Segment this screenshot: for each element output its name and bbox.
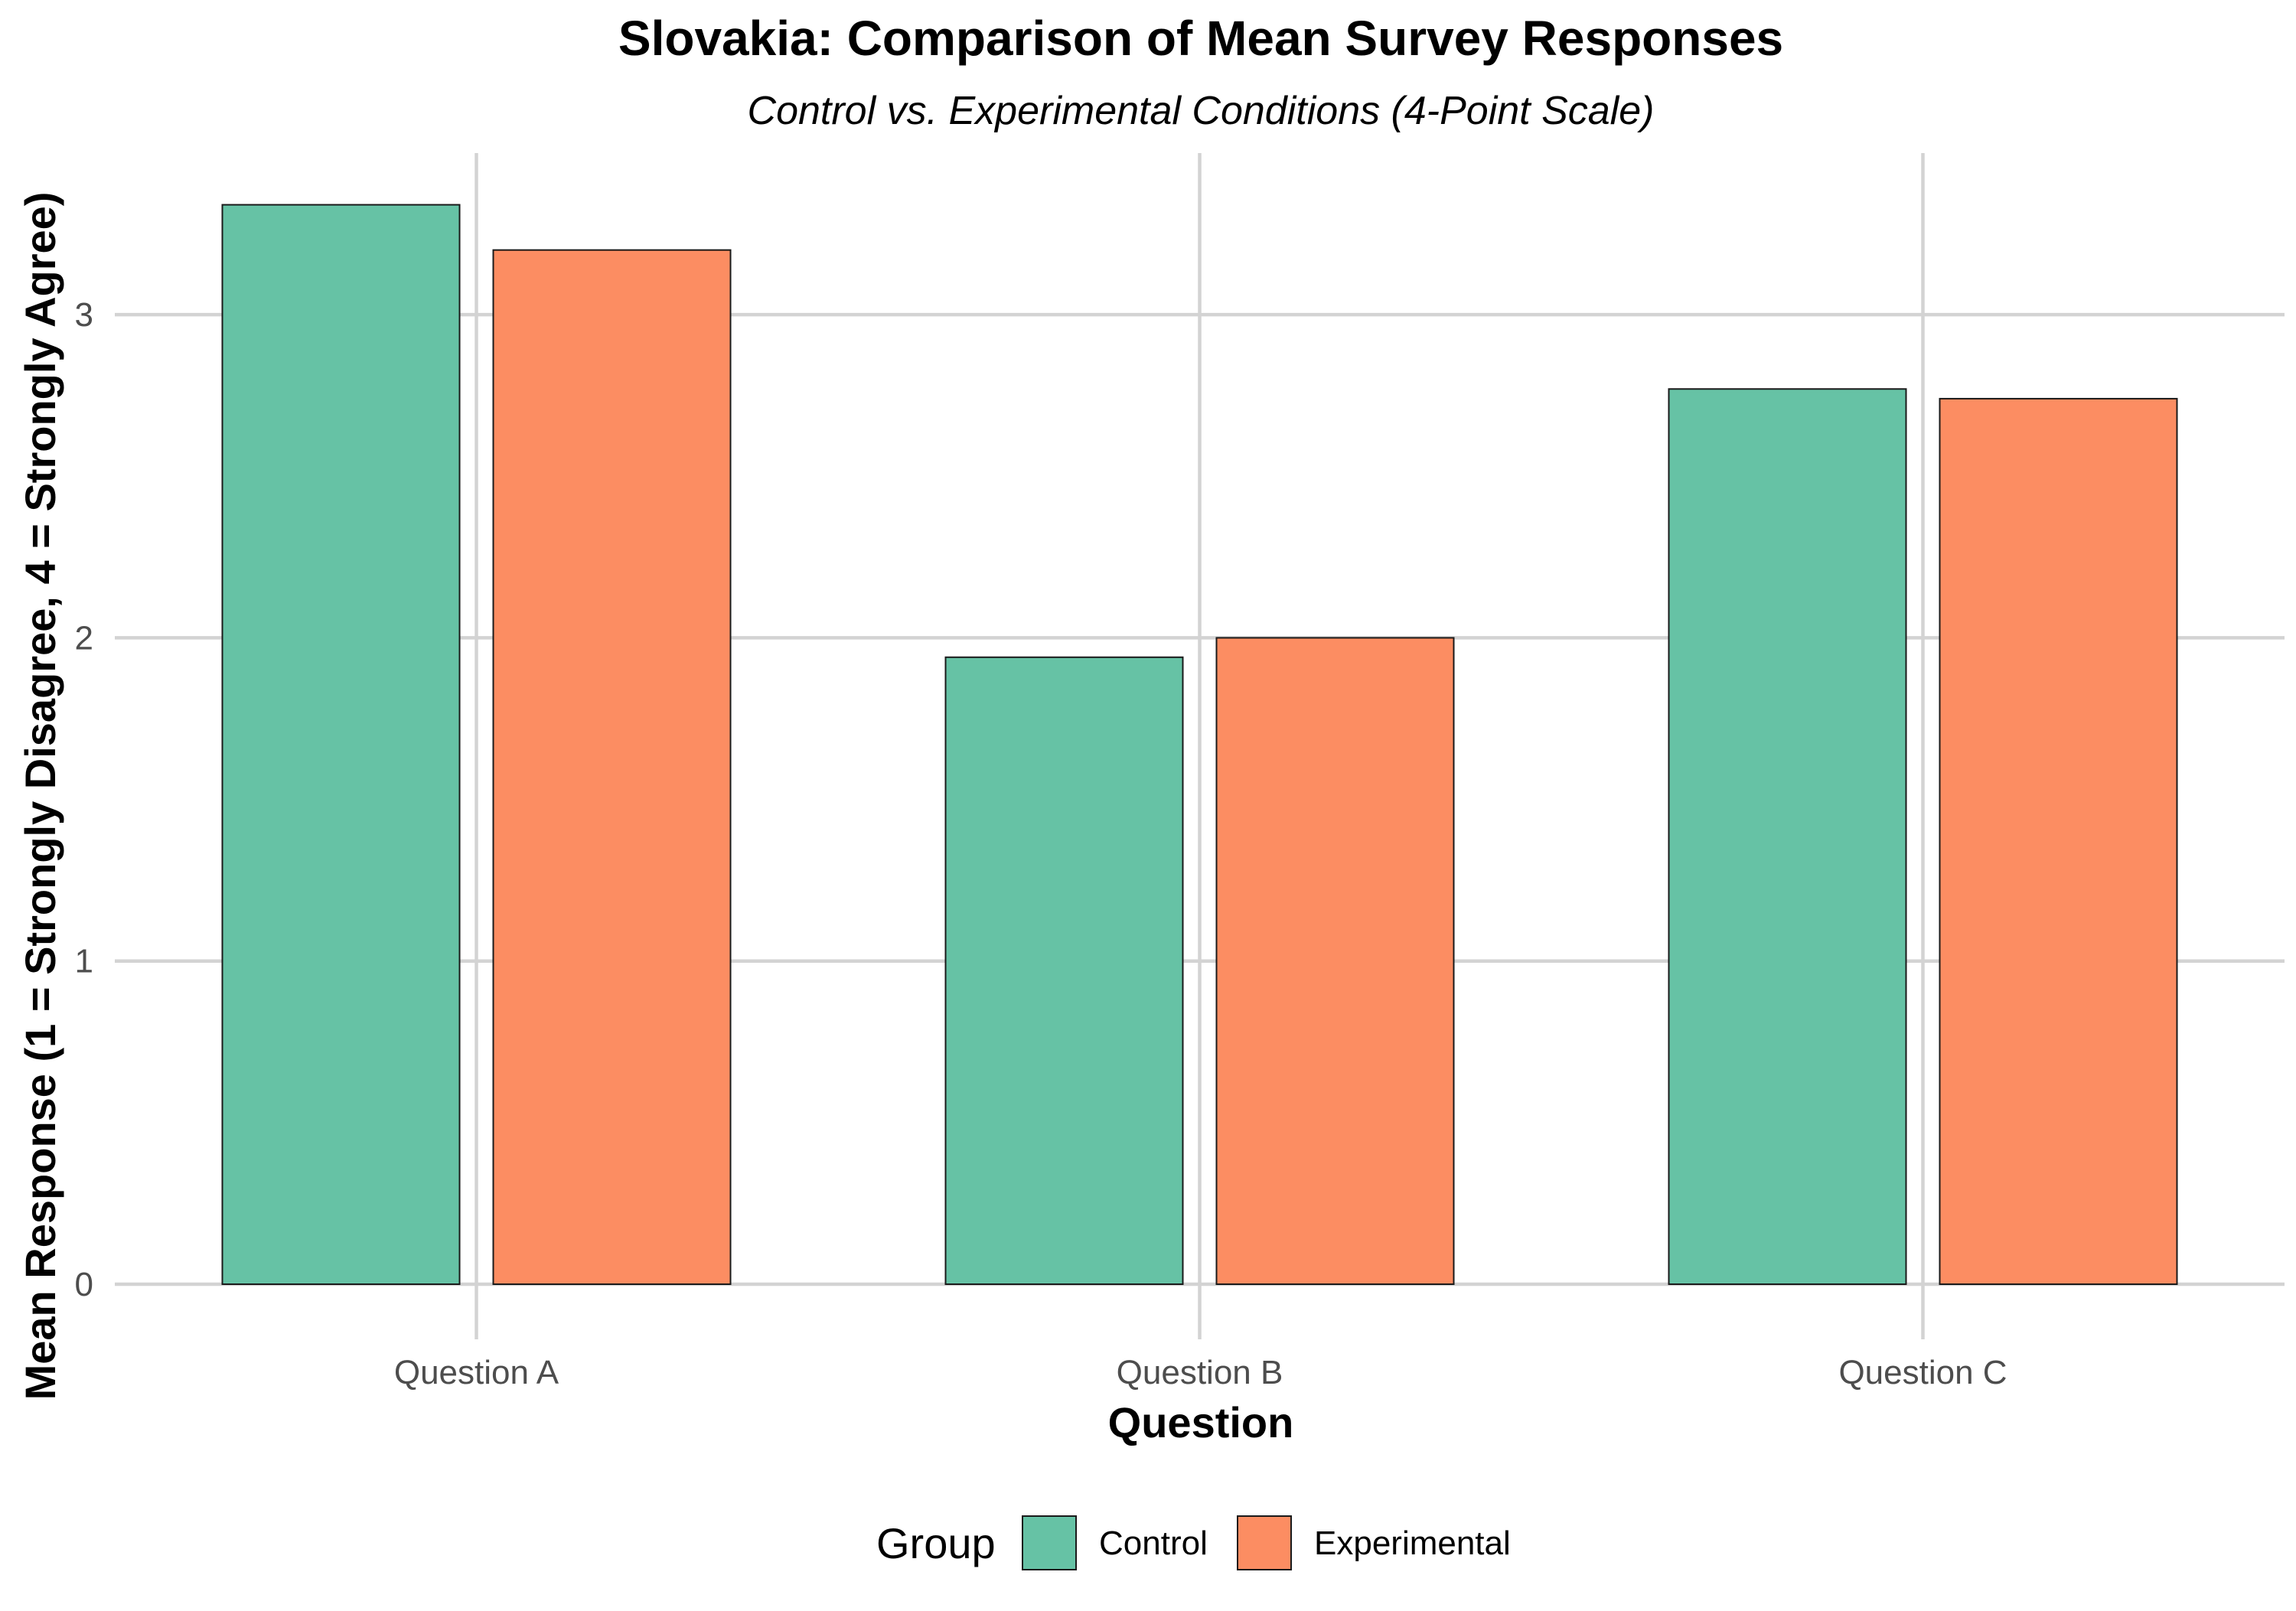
bar-experimental-question-a [492,249,732,1286]
x-tick-label: Question C [1838,1354,2007,1391]
bar-control-question-a [221,204,461,1286]
y-tick-label: 0 [75,1266,93,1303]
y-tick-label: 3 [75,296,93,334]
y-tick-label: 2 [75,619,93,657]
bar-experimental-question-c [1939,397,2178,1285]
bar-control-question-b [944,656,1184,1285]
grid-layer [115,153,2285,1339]
y-tick-label: 1 [75,943,93,980]
x-axis-title: Question [1108,1398,1294,1446]
x-tick-label: Question B [1117,1354,1283,1391]
legend-swatch-control [1022,1515,1077,1570]
bar-control-question-c [1668,388,1907,1286]
legend-label-control: Control [1099,1525,1208,1562]
legend-label-experimental: Experimental [1314,1525,1511,1562]
bar-experimental-question-b [1215,637,1455,1285]
legend-swatch-experimental [1237,1515,1292,1570]
bar-layer [221,204,2178,1286]
chart-subtitle: Control vs. Experimental Conditions (4-P… [748,89,1655,133]
chart-title: Slovakia: Comparison of Mean Survey Resp… [618,11,1783,66]
axis-layer: 0 1 2 3 Question A Question B Question C [75,296,2007,1391]
legend: Group Control Experimental [876,1515,1511,1570]
legend-title: Group [876,1519,996,1567]
y-axis-title: Mean Response (1 = Strongly Disagree, 4 … [16,192,64,1401]
x-tick-label: Question A [394,1354,559,1391]
